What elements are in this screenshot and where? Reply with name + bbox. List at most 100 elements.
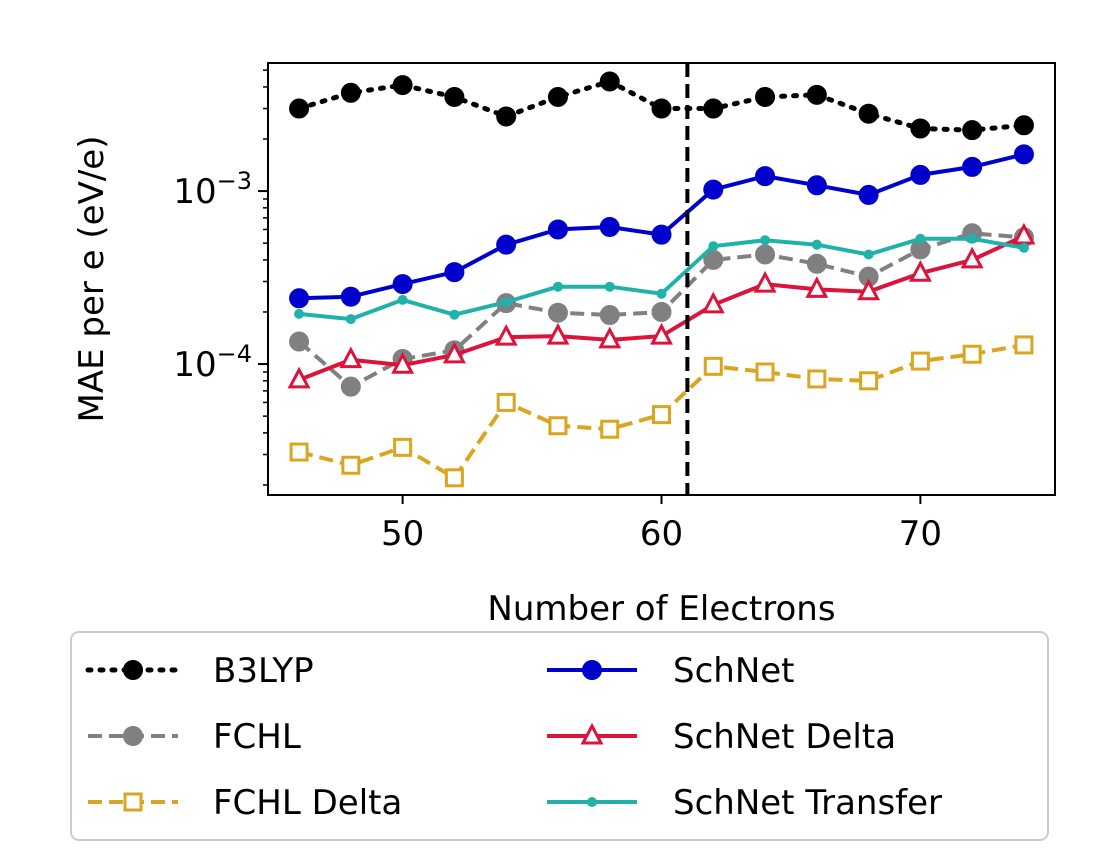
series-b3lyp <box>289 71 1034 141</box>
legend-label: FCHL Delta <box>213 783 402 823</box>
data-point <box>755 362 775 382</box>
data-point <box>599 305 620 326</box>
data-point <box>811 239 822 250</box>
y-axis: 10−4 10−3 <box>173 69 268 486</box>
data-point <box>858 184 879 205</box>
data-point <box>287 366 311 389</box>
legend-swatch-marker <box>123 726 143 746</box>
series-schnet-transfer <box>294 233 1029 325</box>
data-point <box>755 166 776 187</box>
data-point <box>289 288 310 309</box>
x-tick-label: 60 <box>640 514 683 554</box>
x-tick-label: 70 <box>899 514 942 554</box>
data-point <box>547 86 568 107</box>
data-point <box>908 260 932 282</box>
data-point <box>651 224 672 245</box>
data-point <box>444 86 465 107</box>
data-point <box>651 301 672 322</box>
x-axis: 50 60 70 <box>381 495 942 554</box>
data-point <box>340 82 361 103</box>
data-point <box>599 71 620 92</box>
legend-label: SchNet Delta <box>673 717 896 757</box>
data-point <box>339 346 363 369</box>
data-point <box>915 233 926 244</box>
data-point <box>1013 144 1034 165</box>
data-point <box>806 84 827 105</box>
data-point <box>341 455 361 475</box>
data-point <box>650 322 673 345</box>
data-point <box>962 120 983 141</box>
legend-item: FCHL Delta <box>88 783 402 823</box>
data-point <box>289 442 309 462</box>
data-point <box>1014 335 1034 355</box>
data-point <box>962 344 982 364</box>
legend-label: B3LYP <box>213 651 314 691</box>
data-point <box>444 468 464 488</box>
data-point <box>859 371 879 391</box>
y-axis-title: MAE per e (eV/e) <box>72 136 112 423</box>
data-point <box>546 322 570 345</box>
data-point <box>289 331 310 352</box>
data-point <box>651 98 672 119</box>
data-point <box>345 314 356 325</box>
data-point <box>391 351 415 374</box>
data-point <box>392 75 413 96</box>
legend-label: SchNet <box>673 651 795 691</box>
series-schnet <box>289 144 1034 309</box>
data-point <box>910 164 931 185</box>
data-point <box>600 419 620 439</box>
data-point <box>604 281 615 292</box>
data-point <box>857 278 881 301</box>
data-point <box>496 392 516 412</box>
data-point <box>449 309 460 320</box>
data-point <box>442 341 466 364</box>
data-point <box>494 323 518 346</box>
x-tick-label: 50 <box>381 514 424 554</box>
legend-item: B3LYP <box>85 651 314 691</box>
legend-swatch-marker <box>123 792 143 812</box>
data-point <box>807 369 827 389</box>
data-point <box>967 233 978 244</box>
data-point <box>496 106 517 127</box>
data-point <box>397 294 408 305</box>
data-point <box>652 405 671 425</box>
data-point <box>755 86 776 107</box>
legend-swatch-marker <box>587 797 597 807</box>
legend-swatch-marker <box>123 660 143 680</box>
data-point <box>552 281 563 292</box>
plot-area <box>267 62 1056 496</box>
legend-swatch-marker <box>582 660 602 680</box>
data-point <box>548 416 568 436</box>
data-point <box>393 437 413 457</box>
y-tick-label: 10−3 <box>173 167 252 212</box>
data-point <box>910 118 931 139</box>
legend-label: FCHL <box>213 717 301 757</box>
data-point <box>703 356 723 376</box>
x-axis-title: Number of Electrons <box>487 589 835 629</box>
data-point <box>760 235 771 246</box>
data-point <box>962 156 983 177</box>
legend: B3LYP FCHL FCHL Delta SchNet SchNet Delta Sch… <box>70 631 1049 841</box>
data-point <box>703 179 724 200</box>
data-point <box>701 291 725 314</box>
data-point <box>806 253 827 274</box>
data-point <box>656 288 667 299</box>
data-point <box>806 175 827 196</box>
data-point <box>547 219 568 240</box>
data-point <box>547 302 568 323</box>
data-point <box>294 308 305 319</box>
data-point <box>755 244 776 265</box>
data-point <box>444 262 465 283</box>
legend-item: FCHL <box>88 717 301 757</box>
data-point <box>340 286 361 307</box>
data-point <box>392 274 413 295</box>
data-point <box>858 103 879 124</box>
data-point <box>1018 242 1029 253</box>
legend-item: SchNet <box>547 651 795 691</box>
data-point <box>501 297 512 308</box>
y-tick-label: 10−4 <box>173 340 252 385</box>
data-point <box>340 376 361 397</box>
data-point <box>496 234 517 255</box>
series-fchl-delta <box>289 335 1034 488</box>
